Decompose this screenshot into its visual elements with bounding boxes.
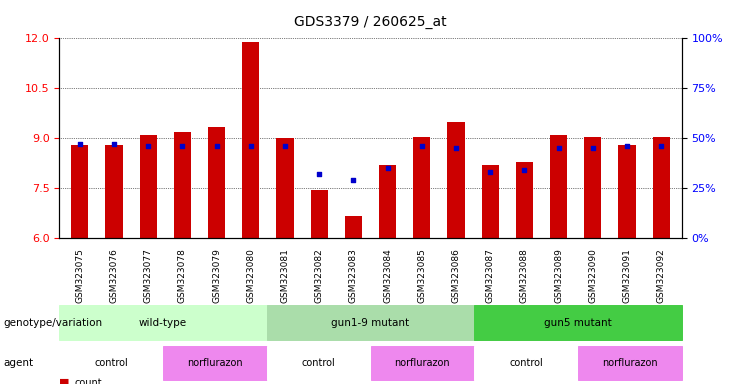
Point xyxy=(655,143,667,149)
Bar xyxy=(584,137,602,238)
Text: agent: agent xyxy=(4,358,34,368)
Bar xyxy=(653,137,670,238)
Bar xyxy=(516,162,533,238)
Point xyxy=(485,169,496,175)
Bar xyxy=(105,145,122,238)
Bar xyxy=(482,165,499,238)
Text: count: count xyxy=(74,378,102,384)
Point xyxy=(142,143,154,149)
Point xyxy=(382,165,393,171)
Text: ■: ■ xyxy=(59,378,70,384)
Point xyxy=(108,141,120,147)
Text: control: control xyxy=(509,358,543,368)
Bar xyxy=(242,42,259,238)
Bar xyxy=(413,137,431,238)
Point xyxy=(416,143,428,149)
Bar xyxy=(550,135,567,238)
Bar xyxy=(71,145,88,238)
Point xyxy=(587,145,599,151)
Text: norflurazon: norflurazon xyxy=(602,358,658,368)
Bar xyxy=(208,127,225,238)
Text: control: control xyxy=(94,358,128,368)
Point xyxy=(245,143,256,149)
Point xyxy=(74,141,86,147)
Text: wild-type: wild-type xyxy=(139,318,187,328)
Bar xyxy=(174,132,191,238)
Bar xyxy=(345,217,362,238)
Point xyxy=(210,143,222,149)
Bar xyxy=(276,138,293,238)
Point xyxy=(279,143,291,149)
Text: gun1-9 mutant: gun1-9 mutant xyxy=(331,318,410,328)
Point xyxy=(621,143,633,149)
Point xyxy=(553,145,565,151)
Point xyxy=(519,167,531,173)
Bar xyxy=(139,135,157,238)
Text: norflurazon: norflurazon xyxy=(187,358,243,368)
Text: GDS3379 / 260625_at: GDS3379 / 260625_at xyxy=(294,15,447,29)
Text: gun5 mutant: gun5 mutant xyxy=(544,318,612,328)
Text: control: control xyxy=(302,358,336,368)
Text: genotype/variation: genotype/variation xyxy=(4,318,103,328)
Bar xyxy=(379,165,396,238)
Point xyxy=(450,145,462,151)
Bar xyxy=(310,190,328,238)
Bar xyxy=(448,122,465,238)
Text: norflurazon: norflurazon xyxy=(394,358,451,368)
Point xyxy=(313,171,325,177)
Point xyxy=(348,177,359,183)
Bar xyxy=(619,145,636,238)
Point xyxy=(176,143,188,149)
